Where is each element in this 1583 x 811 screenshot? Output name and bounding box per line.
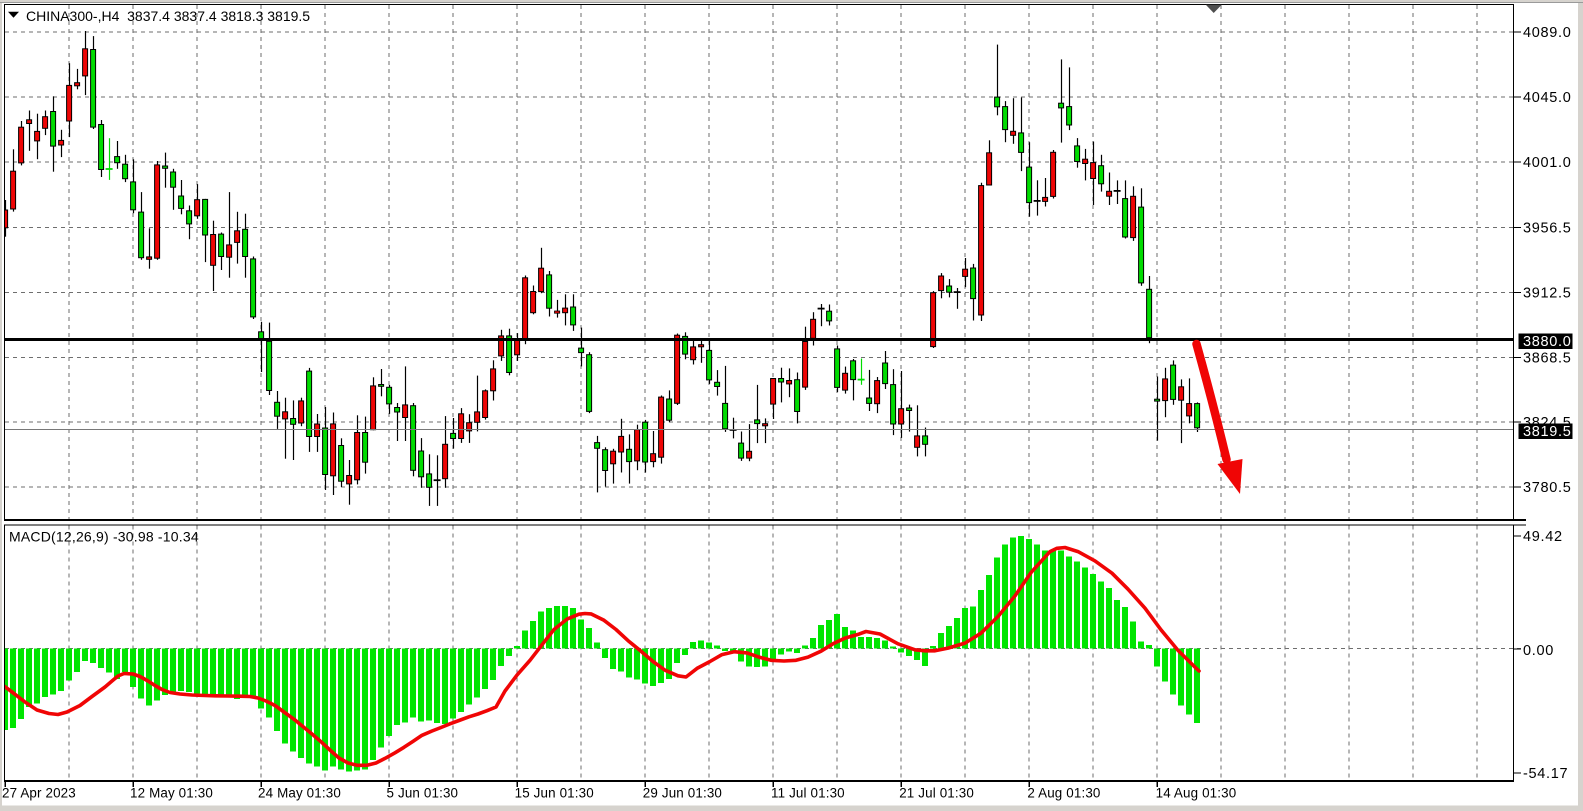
svg-text:24 May 01:30: 24 May 01:30 [258, 786, 341, 801]
svg-text:2 Aug 01:30: 2 Aug 01:30 [1027, 786, 1100, 801]
svg-text:0.00: 0.00 [1523, 643, 1554, 659]
svg-text:4045.0: 4045.0 [1523, 90, 1572, 106]
svg-text:CHINA300-,H4 3837.4 3837.4 38: CHINA300-,H4 3837.4 3837.4 3818.3 3819.5 [26, 8, 310, 24]
svg-text:4001.0: 4001.0 [1523, 155, 1572, 171]
svg-text:3880.0: 3880.0 [1523, 334, 1572, 350]
svg-text:-54.17: -54.17 [1523, 766, 1568, 782]
svg-text:3780.5: 3780.5 [1523, 480, 1572, 496]
svg-text:21 Jul 01:30: 21 Jul 01:30 [899, 786, 974, 801]
svg-text:29 Jun 01:30: 29 Jun 01:30 [643, 786, 722, 801]
svg-text:3819.5: 3819.5 [1523, 424, 1572, 440]
svg-text:27 Apr 2023: 27 Apr 2023 [2, 786, 76, 801]
svg-text:3868.5: 3868.5 [1523, 350, 1572, 366]
svg-text:11 Jul 01:30: 11 Jul 01:30 [771, 786, 845, 801]
svg-text:3912.5: 3912.5 [1523, 285, 1572, 301]
svg-text:15 Jun 01:30: 15 Jun 01:30 [515, 786, 594, 801]
svg-text:49.42: 49.42 [1523, 529, 1563, 545]
svg-text:MACD(12,26,9) -30.98 -10.34: MACD(12,26,9) -30.98 -10.34 [9, 529, 199, 545]
svg-text:3956.5: 3956.5 [1523, 220, 1572, 236]
svg-text:12 May 01:30: 12 May 01:30 [130, 786, 213, 801]
svg-text:14 Aug 01:30: 14 Aug 01:30 [1156, 786, 1237, 801]
svg-text:4089.0: 4089.0 [1523, 25, 1572, 41]
svg-text:5 Jun 01:30: 5 Jun 01:30 [387, 786, 459, 801]
